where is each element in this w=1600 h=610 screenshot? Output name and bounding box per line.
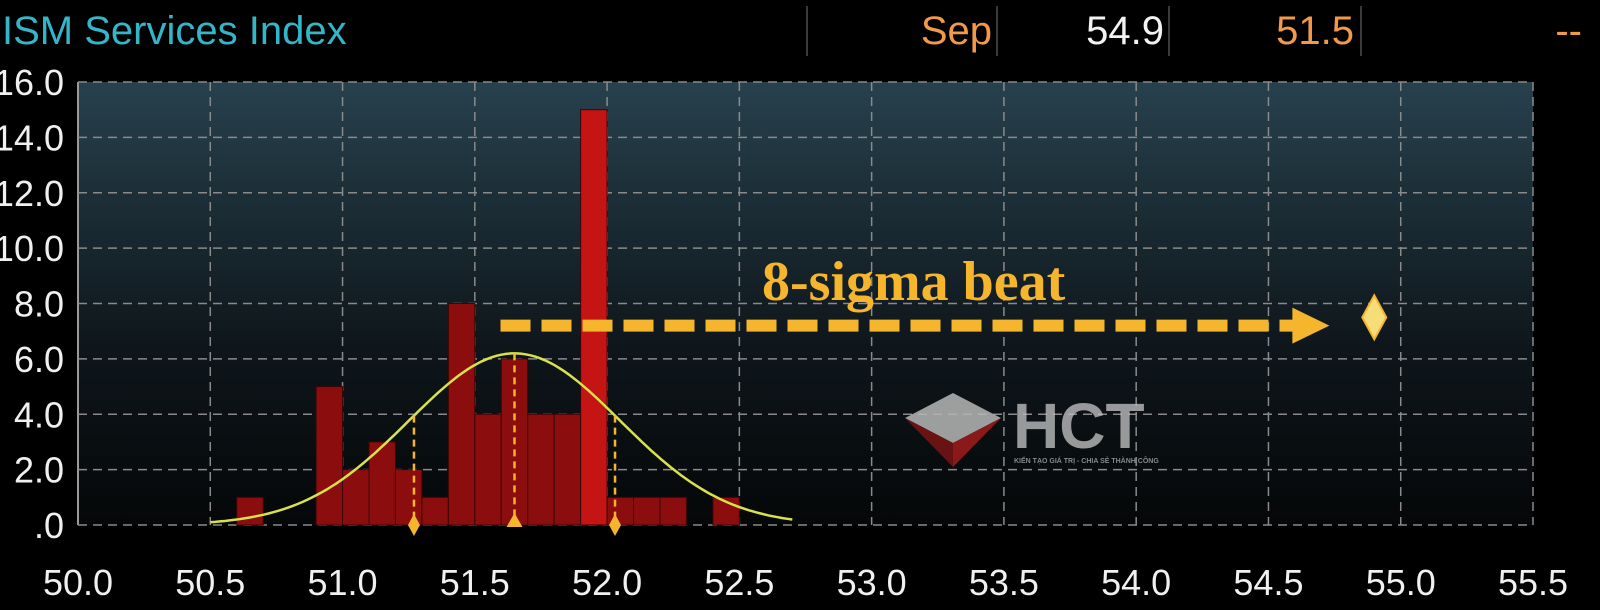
watermark-tagline: KIẾN TẠO GIÁ TRỊ - CHIA SẺ THÀNH CÔNG: [1014, 455, 1159, 465]
histogram-bar: [421, 496, 449, 526]
x-tick-label: 53.0: [837, 562, 907, 603]
header-prior: --: [1555, 9, 1582, 53]
y-tick-label: 4.0: [14, 394, 64, 435]
x-tick-label: 50.0: [43, 562, 113, 603]
header-separator: [806, 6, 808, 56]
x-tick-label: 53.5: [969, 562, 1039, 603]
header-period: Sep: [920, 9, 992, 53]
chart-title: ISM Services Index: [2, 9, 347, 53]
x-tick-label: 52.0: [572, 562, 642, 603]
header-survey: 51.5: [1276, 9, 1354, 53]
histogram-bar: [474, 413, 502, 526]
x-tick-label: 51.0: [308, 562, 378, 603]
y-tick-label: 8.0: [14, 284, 64, 325]
x-tick-label: 52.5: [704, 562, 774, 603]
histogram-bar: [394, 469, 423, 526]
annotation-text: 8-sigma beat: [762, 251, 1066, 313]
x-tick-label: 55.5: [1498, 562, 1568, 603]
y-tick-label: 10.0: [0, 228, 64, 269]
histogram-bar: [527, 413, 555, 526]
histogram-bar: [236, 496, 264, 526]
mean-triangle-marker: [506, 513, 523, 527]
x-tick-label: 55.0: [1366, 562, 1436, 603]
histogram-bar: [553, 413, 582, 526]
header-separator: [996, 6, 998, 56]
histogram-bar: [315, 386, 344, 526]
sigma-diamond-marker: [609, 514, 622, 536]
x-tick-label: 54.5: [1233, 562, 1303, 603]
watermark: HCT KIẾN TẠO GIÁ TRỊ - CHIA SẺ THÀNH CÔN…: [905, 390, 1159, 467]
header-separator: [1360, 6, 1362, 56]
actual-value-marker: [1361, 293, 1388, 342]
y-tick-label: 6.0: [14, 339, 64, 380]
x-tick-label: 54.0: [1101, 562, 1171, 603]
logo-right-shape: [953, 418, 1001, 467]
annotation-group: 8-sigma beat: [500, 251, 1388, 344]
y-tick-label: 12.0: [0, 173, 64, 214]
watermark-brand: HCT: [1013, 390, 1145, 462]
y-tick-label: 16.0: [0, 62, 64, 103]
y-tick-label: .0: [34, 505, 64, 546]
histogram-bar: [633, 496, 661, 526]
histogram-bar: [580, 109, 608, 526]
header-bar: ISM Services Index Sep 54.9 51.5 --: [0, 0, 1600, 60]
header-separator: [1168, 6, 1170, 56]
y-tick-label: 14.0: [0, 117, 64, 158]
histogram-bar: [712, 496, 740, 526]
sigma-diamond-marker: [407, 514, 420, 536]
y-tick-label: 2.0: [14, 450, 64, 491]
normal-distribution-curve: [210, 352, 793, 524]
x-tick-label: 51.5: [440, 562, 510, 603]
histogram-bar: [342, 469, 370, 526]
histogram-bar: [447, 303, 476, 526]
header-actual: 54.9: [1086, 9, 1164, 53]
histogram-chart: HCT KIẾN TẠO GIÁ TRỊ - CHIA SẺ THÀNH CÔN…: [0, 62, 1568, 603]
histogram-bar: [606, 496, 635, 526]
x-tick-label: 50.5: [175, 562, 245, 603]
histogram-bar: [659, 496, 687, 526]
logo-left-shape: [905, 418, 953, 467]
annotation-arrow-head: [1292, 307, 1330, 344]
